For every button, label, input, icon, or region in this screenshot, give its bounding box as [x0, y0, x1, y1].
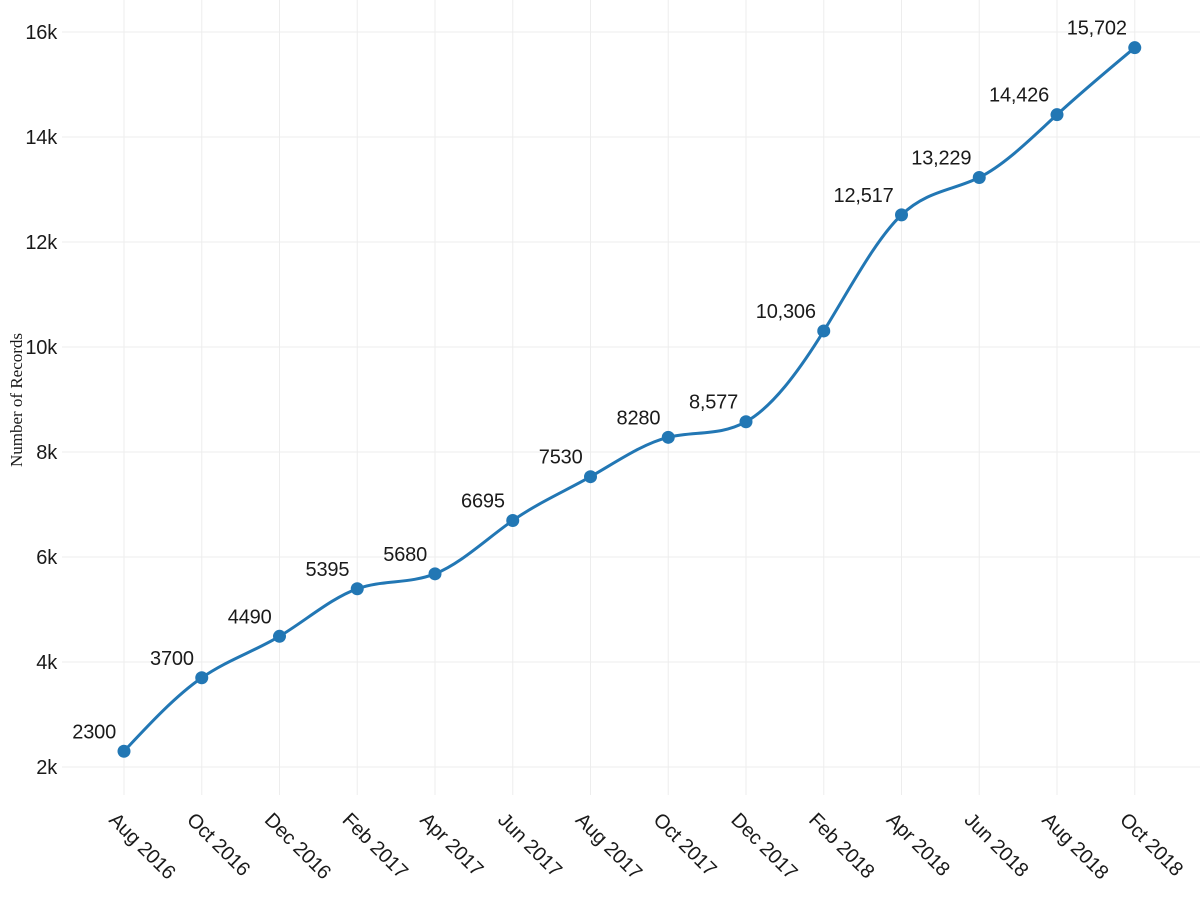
data-point-marker: [972, 171, 986, 184]
x-axis-tick-label: Jun 2018: [960, 809, 1033, 882]
data-point-label: 12,517: [834, 185, 894, 207]
y-axis-title: Number of Records: [7, 333, 26, 467]
data-point-marker: [739, 415, 753, 429]
data-point-marker: [1050, 108, 1064, 122]
x-axis-tick-label: Aug 2017: [571, 809, 646, 884]
x-axis-tick-label: Aug 2018: [1037, 809, 1112, 884]
y-axis-tick-labels: 2k 4k 6k 8k 10k 12k 14k 16k: [25, 22, 58, 779]
data-point-marker: [428, 567, 442, 581]
data-point-marker: [584, 470, 597, 484]
data-point-label: 13,229: [911, 148, 971, 170]
data-point-marker: [350, 582, 364, 596]
data-point-label: 5680: [383, 544, 427, 566]
y-axis-tick-label: 16k: [25, 22, 58, 44]
data-point-labels: 2300 3700 4490 5395 5680 6695 7530 8280 8,577 10,…: [72, 18, 1127, 744]
y-axis-tick-label: 8k: [36, 442, 58, 464]
data-point-marker: [506, 514, 520, 528]
data-point-marker: [117, 744, 131, 758]
y-axis-tick-label: 2k: [36, 757, 58, 779]
data-point-marker: [817, 324, 831, 338]
x-axis-tick-label: Dec 2017: [726, 809, 801, 884]
series-line-path: [122, 46, 1137, 753]
data-point-markers: [117, 41, 1142, 758]
data-point-marker: [661, 430, 675, 444]
x-axis-tick-label: Aug 2016: [104, 809, 179, 884]
y-axis-tick-label: 6k: [36, 547, 58, 569]
x-axis-tick-label: Apr 2018: [882, 809, 954, 881]
data-point-label: 14,426: [989, 85, 1049, 107]
series-line: [122, 46, 1137, 753]
data-point-label: 5395: [306, 559, 350, 581]
x-axis-tick-label: Oct 2018: [1115, 809, 1187, 881]
x-axis-tick-label: Feb 2018: [804, 809, 878, 883]
data-point-marker: [1128, 41, 1142, 55]
y-axis-tick-label: 12k: [25, 232, 58, 254]
data-point-label: 15,702: [1067, 18, 1127, 40]
x-axis-tick-label: Feb 2017: [338, 809, 412, 883]
data-point-label: 6695: [461, 491, 505, 513]
y-axis-tick-label: 4k: [36, 652, 58, 674]
x-axis-tick-label: Oct 2016: [182, 809, 254, 881]
data-point-label: 2300: [72, 721, 116, 743]
data-point-label: 10,306: [756, 301, 816, 323]
data-point-label: 3700: [150, 648, 194, 670]
data-point-label: 4490: [228, 606, 272, 628]
data-point-marker: [895, 208, 908, 222]
data-point-marker: [273, 629, 286, 643]
data-point-label: 8,577: [689, 392, 738, 414]
x-axis-tick-labels: Aug 2016 Oct 2016 Dec 2016 Feb 2017 Apr 2017…: [104, 809, 1187, 884]
x-axis-tick-label: Dec 2016: [260, 809, 335, 884]
data-point-label: 8280: [617, 407, 661, 429]
data-point-label: 7530: [539, 447, 583, 469]
gridlines: [62, 0, 1200, 795]
x-axis-tick-label: Oct 2017: [649, 809, 721, 881]
y-axis-tick-label: 14k: [25, 127, 58, 149]
data-point-marker: [195, 671, 209, 685]
x-axis-tick-label: Apr 2017: [415, 809, 487, 881]
y-axis-tick-label: 10k: [25, 337, 58, 359]
x-axis-tick-label: Jun 2017: [493, 809, 566, 882]
